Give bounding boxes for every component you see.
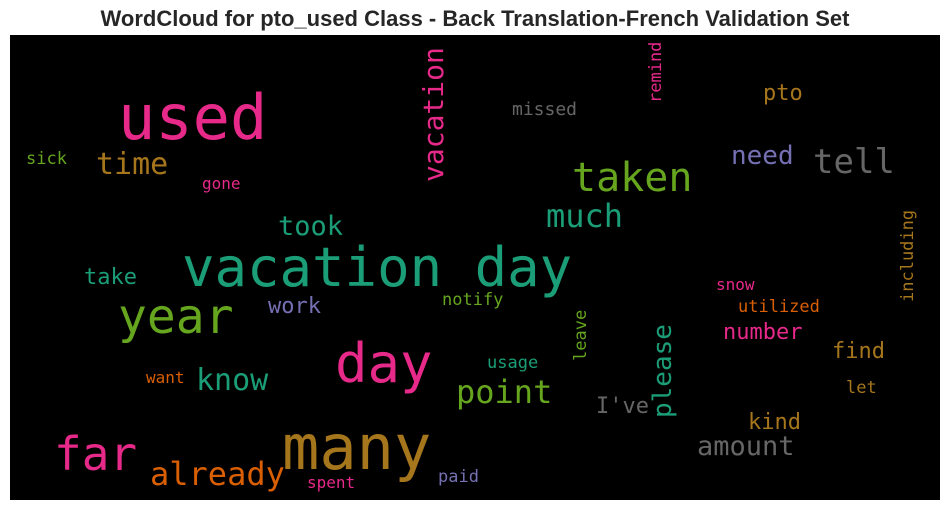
word-missed: missed: [512, 101, 577, 119]
word-vacation: vacation: [420, 47, 448, 182]
word-already: already: [150, 458, 285, 490]
word-day: day: [335, 337, 433, 391]
word-far: far: [54, 431, 137, 477]
word-used: used: [118, 87, 267, 149]
word-utilized: utilized: [738, 299, 820, 316]
word-take: take: [84, 267, 137, 289]
wordcloud-canvas: used vacation day many day year taken far vacat…: [10, 35, 940, 500]
word-i-ve: I've: [596, 396, 649, 418]
word-vacation-day: vacation day: [182, 241, 572, 295]
word-point: point: [456, 376, 552, 408]
word-find: find: [832, 341, 885, 363]
word-taken: taken: [572, 158, 692, 198]
word-please: please: [650, 324, 676, 418]
word-let: let: [846, 380, 877, 397]
chart-title: WordCloud for pto_used Class - Back Tran…: [0, 4, 950, 34]
word-took: took: [278, 213, 343, 240]
word-paid: paid: [438, 469, 479, 486]
word-know: know: [196, 366, 268, 396]
word-kind: kind: [748, 412, 801, 434]
word-remind: remind: [648, 42, 665, 103]
word-notify: notify: [442, 292, 503, 309]
word-usage: usage: [487, 355, 538, 372]
word-time: time: [96, 150, 168, 180]
word-want: want: [146, 370, 185, 386]
word-work: work: [268, 296, 321, 318]
word-many: many: [282, 417, 431, 479]
word-spent: spent: [307, 475, 355, 491]
word-snow: snow: [716, 277, 755, 293]
word-gone: gone: [202, 176, 241, 192]
word-much: much: [546, 200, 623, 232]
word-need: need: [731, 143, 794, 169]
word-including: including: [900, 210, 917, 302]
word-tell: tell: [813, 145, 895, 179]
word-number: number: [723, 322, 802, 344]
word-year: year: [118, 293, 234, 341]
word-amount: amount: [697, 433, 795, 460]
word-pto: pto: [763, 83, 803, 105]
word-leave: leave: [573, 310, 590, 361]
word-sick: sick: [26, 151, 67, 168]
